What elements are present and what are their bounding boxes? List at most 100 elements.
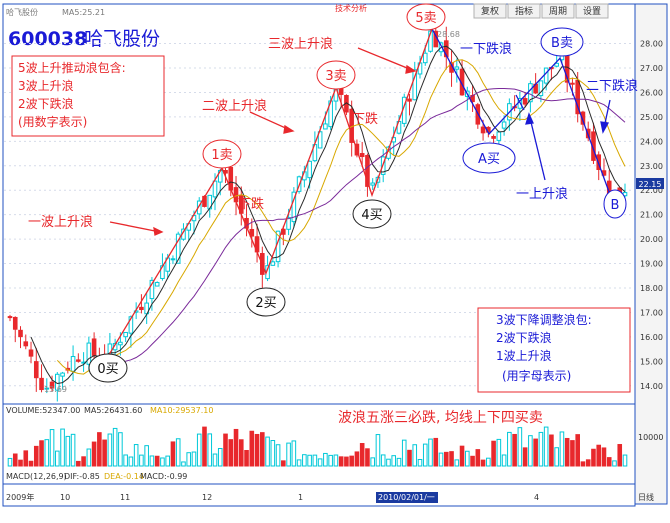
- volume-bar: [333, 454, 339, 467]
- y-tick-label: 26.00: [640, 88, 663, 97]
- volume-bar: [123, 454, 128, 467]
- circle-a: [462, 142, 516, 174]
- candle-body: [317, 131, 323, 149]
- arrow-wave1: [109, 221, 161, 233]
- left-note-line-2: 2波下跌浪: [18, 96, 74, 111]
- right-note-line-2: 1波上升浪: [496, 348, 552, 363]
- y-tick-label: 28.00: [640, 40, 663, 49]
- y-tick-label: 21.00: [640, 211, 663, 220]
- volume-bar: [559, 431, 565, 467]
- volume-bar: [170, 441, 176, 467]
- volume-bar: [543, 426, 549, 467]
- circle-b2: [246, 287, 286, 317]
- volume-bar: [354, 451, 360, 467]
- toolbar-button-1-label: 指标: [515, 5, 533, 17]
- volume-bar: [254, 433, 260, 467]
- arrow-b-up-head: [525, 112, 534, 125]
- annot-c-down: 二下跌浪: [586, 78, 638, 94]
- volume-bar: [465, 450, 470, 467]
- volume-bar: [65, 435, 71, 467]
- volume-bar: [596, 444, 602, 467]
- circle-s5: [406, 3, 446, 31]
- candle-body: [91, 338, 97, 356]
- small-title: 哈飞股份: [6, 7, 38, 17]
- volume-bar: [422, 443, 428, 467]
- candle-body: [270, 261, 276, 266]
- volume-bar: [338, 456, 344, 467]
- volume-bar: [44, 439, 50, 467]
- volume-bar: [370, 457, 375, 467]
- circle-b0: [88, 353, 128, 383]
- time-label-5: 2010/02/01/一: [378, 493, 435, 502]
- candle-body: [323, 123, 328, 130]
- y-tick-label: 25.00: [640, 113, 663, 122]
- volume-bar: [260, 432, 265, 467]
- macd-dea: DEA:-0.14: [104, 472, 144, 481]
- volume-bar: [144, 445, 149, 467]
- volume-bar: [601, 447, 607, 467]
- candle-body: [522, 98, 528, 105]
- volume-bar: [102, 439, 107, 467]
- impulse-wave-line: [107, 28, 433, 357]
- annot-fall1: 下跌: [238, 196, 264, 212]
- volume-bar: [76, 460, 81, 467]
- candle-body: [18, 329, 23, 338]
- volume-bar: [554, 447, 559, 467]
- volume-bar: [528, 435, 533, 467]
- y-tick-label: 23.00: [640, 162, 663, 171]
- circle-s1-label: 1卖: [211, 148, 232, 163]
- volume-bar: [133, 444, 139, 467]
- volume-bar: [139, 454, 144, 467]
- time-label-4: 1: [298, 493, 303, 502]
- top-center-tab[interactable]: 技术分析: [335, 3, 367, 13]
- volume-ma5: MA5:26431.60: [84, 406, 142, 415]
- volume-bar: [585, 459, 591, 467]
- volume-bar: [112, 427, 118, 467]
- volume-bar: [496, 438, 502, 467]
- candle-body: [454, 66, 460, 70]
- y-tick-label: 19.00: [640, 260, 663, 269]
- arrow-wave2-head: [283, 124, 295, 134]
- volume-bar: [207, 433, 213, 467]
- volume-bar: [407, 449, 412, 467]
- left-note-line-1: 3波上升浪: [18, 78, 74, 93]
- candle-body: [543, 67, 549, 84]
- volume-bar: [575, 434, 580, 467]
- left-note-line-3: (用数字表示): [18, 114, 87, 129]
- candle-body: [175, 233, 181, 264]
- toolbar-button-0[interactable]: [473, 3, 507, 19]
- volume-bar: [249, 430, 255, 467]
- toolbar-button-3[interactable]: [575, 3, 609, 19]
- arrow-wave1-head: [153, 226, 164, 236]
- volume-bar: [412, 444, 418, 467]
- toolbar-button-2[interactable]: [541, 3, 575, 19]
- time-label-1: 10: [60, 493, 70, 502]
- candle-body: [307, 160, 312, 179]
- candle-body: [249, 228, 255, 237]
- volume-bar: [81, 456, 86, 467]
- macd-value: MACD:-0.99: [140, 472, 187, 481]
- volume-bar: [449, 451, 454, 467]
- volume-bars: [7, 426, 628, 467]
- candle-body: [538, 80, 544, 97]
- candle-body: [412, 69, 418, 101]
- y-tick-label: 27.00: [640, 64, 663, 73]
- y-tick-label: 15.00: [640, 357, 663, 366]
- volume-bar: [118, 432, 123, 467]
- annotation-arrows: [109, 47, 417, 236]
- volume-bar: [491, 440, 496, 467]
- circle-b4-label: 4买: [361, 208, 382, 223]
- volume-bar: [49, 429, 55, 467]
- volume-bar: [622, 454, 628, 467]
- volume-bar: [507, 431, 512, 467]
- y-tick-label: 16.00: [640, 333, 663, 342]
- circle-s5-label: 5卖: [415, 11, 436, 26]
- volume-bar: [580, 461, 586, 467]
- time-cursor-tag: [376, 492, 438, 503]
- time-label-7: 日线: [638, 492, 654, 502]
- volume-bar: [312, 454, 318, 467]
- volume-bar: [202, 426, 207, 467]
- volume-bar: [401, 439, 407, 467]
- toolbar-button-1[interactable]: [507, 3, 541, 19]
